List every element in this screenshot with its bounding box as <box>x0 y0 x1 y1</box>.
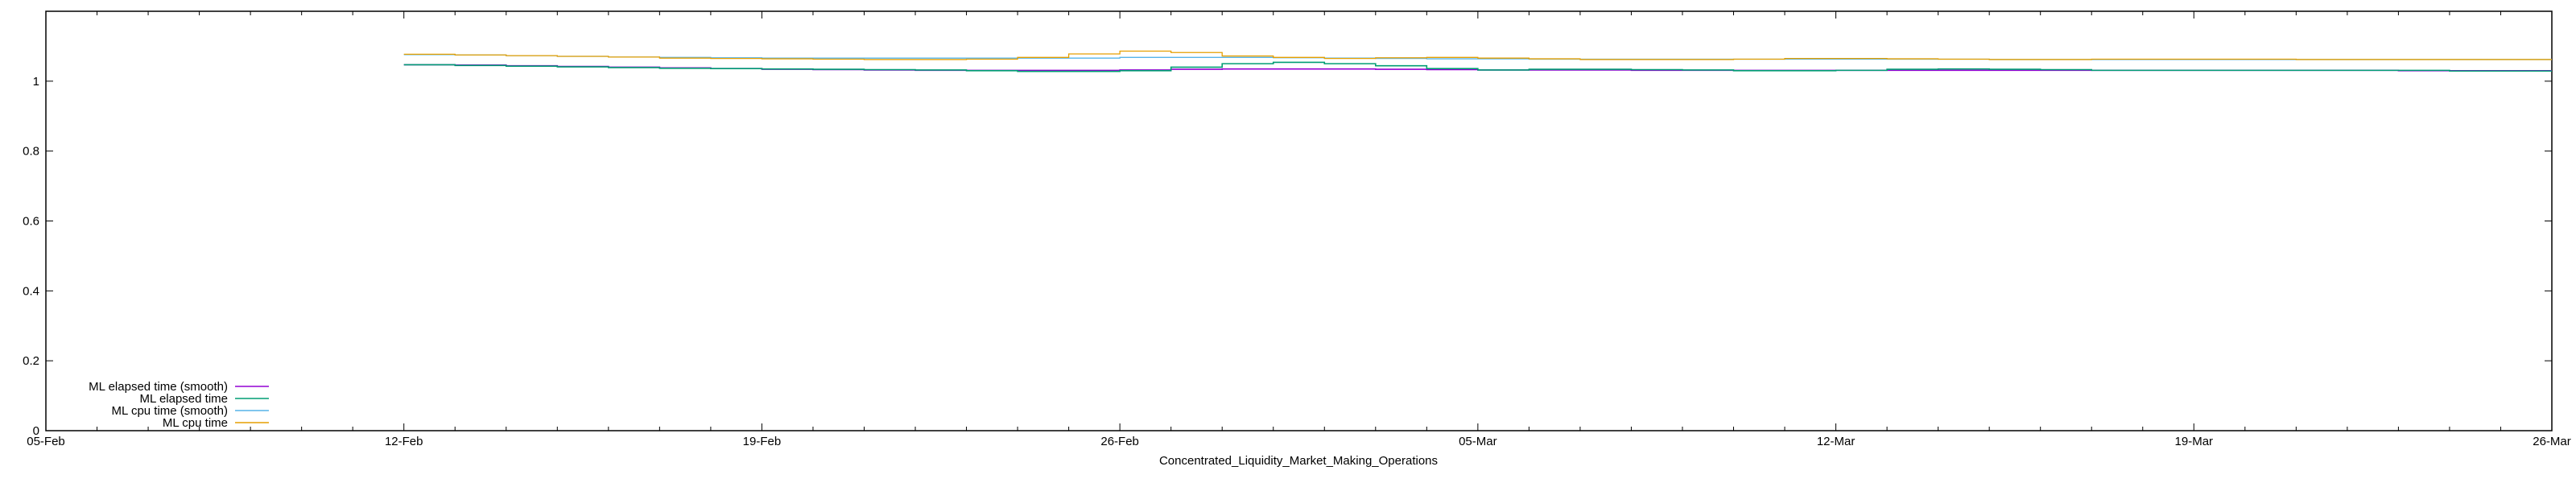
series-ml-elapsed-time <box>403 61 2553 72</box>
y-tick-label: 0 <box>33 424 39 438</box>
series-line <box>403 50 2552 60</box>
legend-label: ML cpu time (smooth) <box>112 404 229 418</box>
series-ml-cpu-time <box>403 50 2553 60</box>
legend-label: ML elapsed time <box>140 392 229 406</box>
x-tick-label: 05-Mar <box>1459 435 1497 448</box>
x-tick-label: 19-Mar <box>2175 435 2214 448</box>
x-tick-label: 19-Feb <box>743 435 782 448</box>
legend-label: ML elapsed time (smooth) <box>89 380 228 394</box>
x-tick-label: 12-Feb <box>385 435 423 448</box>
x-tick-label: 12-Mar <box>1817 435 1856 448</box>
series-line <box>403 61 2552 72</box>
x-tick-label: 05-Feb <box>27 435 65 448</box>
y-tick-label: 1 <box>33 75 39 89</box>
y-tick-label: 0.4 <box>23 284 39 298</box>
legend-label: ML cpu time <box>163 416 228 430</box>
y-tick-label: 0.2 <box>23 354 39 368</box>
x-tick-label: 26-Mar <box>2533 435 2571 448</box>
plot-frame <box>45 10 2553 431</box>
axis-ticks: 05-Feb 12-Feb 19-Feb 26-Feb 05-Mar 12-Mar 19-M… <box>23 11 2571 448</box>
x-axis-label: Concentrated_Liquidity_Market_Making_Ope… <box>1159 454 1438 468</box>
series-lines <box>403 50 2553 72</box>
legend: ML elapsed time (smooth)ML elapsed timeM… <box>89 380 269 430</box>
y-tick-label: 0.6 <box>23 215 39 229</box>
y-tick-label: 0.8 <box>23 145 39 159</box>
x-tick-label: 26-Feb <box>1100 435 1139 448</box>
